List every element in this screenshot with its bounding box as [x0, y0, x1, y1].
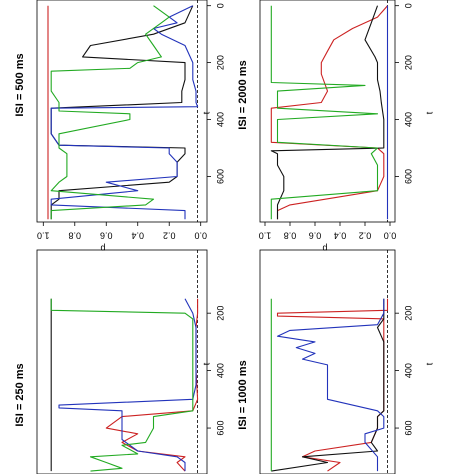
panel-isi-1000: 200 400 600 ISI = 1000 ms t: [237, 249, 434, 474]
series-line-3: [50, 5, 170, 220]
panel-title: ISI = 1000 ms: [237, 360, 249, 429]
x-axis-label: t: [201, 362, 211, 365]
x-tick-label: 400: [403, 112, 413, 127]
panel-isi-250: 200 400 600 ISI = 250 ms t: [14, 249, 225, 474]
x-tick-label: 400: [215, 363, 225, 378]
panel-title: ISI = 2000 ms: [237, 60, 249, 129]
series-group: [50, 298, 199, 472]
x-tick-label: 0: [403, 3, 413, 8]
series-line-1: [105, 298, 199, 472]
series-line-1: [50, 5, 194, 220]
plot-frame: [36, 249, 208, 474]
plot-frame: [36, 0, 208, 223]
x-tick-label: 600: [403, 421, 413, 436]
panel-isi-500: 0 200 400 600 0.0 0.2 0.4 0.6 0.8 1.0 ISI = 500 ms…: [14, 0, 225, 254]
series-line-2: [58, 298, 197, 472]
y-tick-label: 0.8: [284, 231, 297, 241]
y-tick-label: 0.4: [131, 231, 144, 241]
series-line-2: [276, 298, 385, 472]
x-tick-label: 600: [215, 421, 225, 436]
y-tick-label: 0.8: [69, 231, 82, 241]
series-line-1: [270, 5, 385, 220]
x-tick-label: 400: [215, 112, 225, 127]
x-tick-label: 400: [403, 363, 413, 378]
y-tick-label: 1.0: [259, 231, 272, 241]
plot-frame: [259, 249, 396, 474]
x-axis-label: t: [424, 362, 434, 365]
y-axis-label: p: [100, 244, 105, 254]
y-axis-label: p: [322, 244, 327, 254]
panel-isi-2000: 0 200 400 600 0.0 0.2 0.4 0.6 0.8 1.0 ISI = 2000 m…: [237, 0, 434, 254]
series-line-3: [270, 5, 379, 220]
y-tick-label: 0.0: [194, 231, 207, 241]
x-tick-label: 200: [403, 55, 413, 70]
y-tick-label: 0.0: [384, 231, 397, 241]
y-tick-label: 1.0: [37, 231, 50, 241]
series-line-3: [50, 298, 194, 472]
x-axis-label: t: [424, 111, 434, 114]
series-group: [270, 298, 389, 472]
panel-title: ISI = 500 ms: [14, 53, 26, 116]
panel-title: ISI = 250 ms: [14, 363, 26, 426]
x-tick-label: 600: [403, 169, 413, 184]
x-tick-label: 200: [215, 55, 225, 70]
series-line-2: [50, 5, 199, 220]
plot-frame: [259, 0, 396, 223]
y-tick-label: 0.4: [334, 231, 347, 241]
series-line-0: [270, 5, 388, 220]
x-tick-label: 600: [215, 169, 225, 184]
y-tick-label: 0.2: [359, 231, 372, 241]
series-group: [270, 5, 389, 220]
x-axis-label: t: [201, 111, 211, 114]
y-tick-label: 0.6: [100, 231, 113, 241]
x-tick-label: 200: [403, 306, 413, 321]
x-tick-label: 200: [215, 306, 225, 321]
y-tick-label: 0.2: [163, 231, 176, 241]
y-tick-label: 0.6: [309, 231, 322, 241]
x-tick-label: 0: [215, 3, 225, 8]
series-group: [47, 5, 199, 220]
series-line-1: [271, 298, 385, 472]
